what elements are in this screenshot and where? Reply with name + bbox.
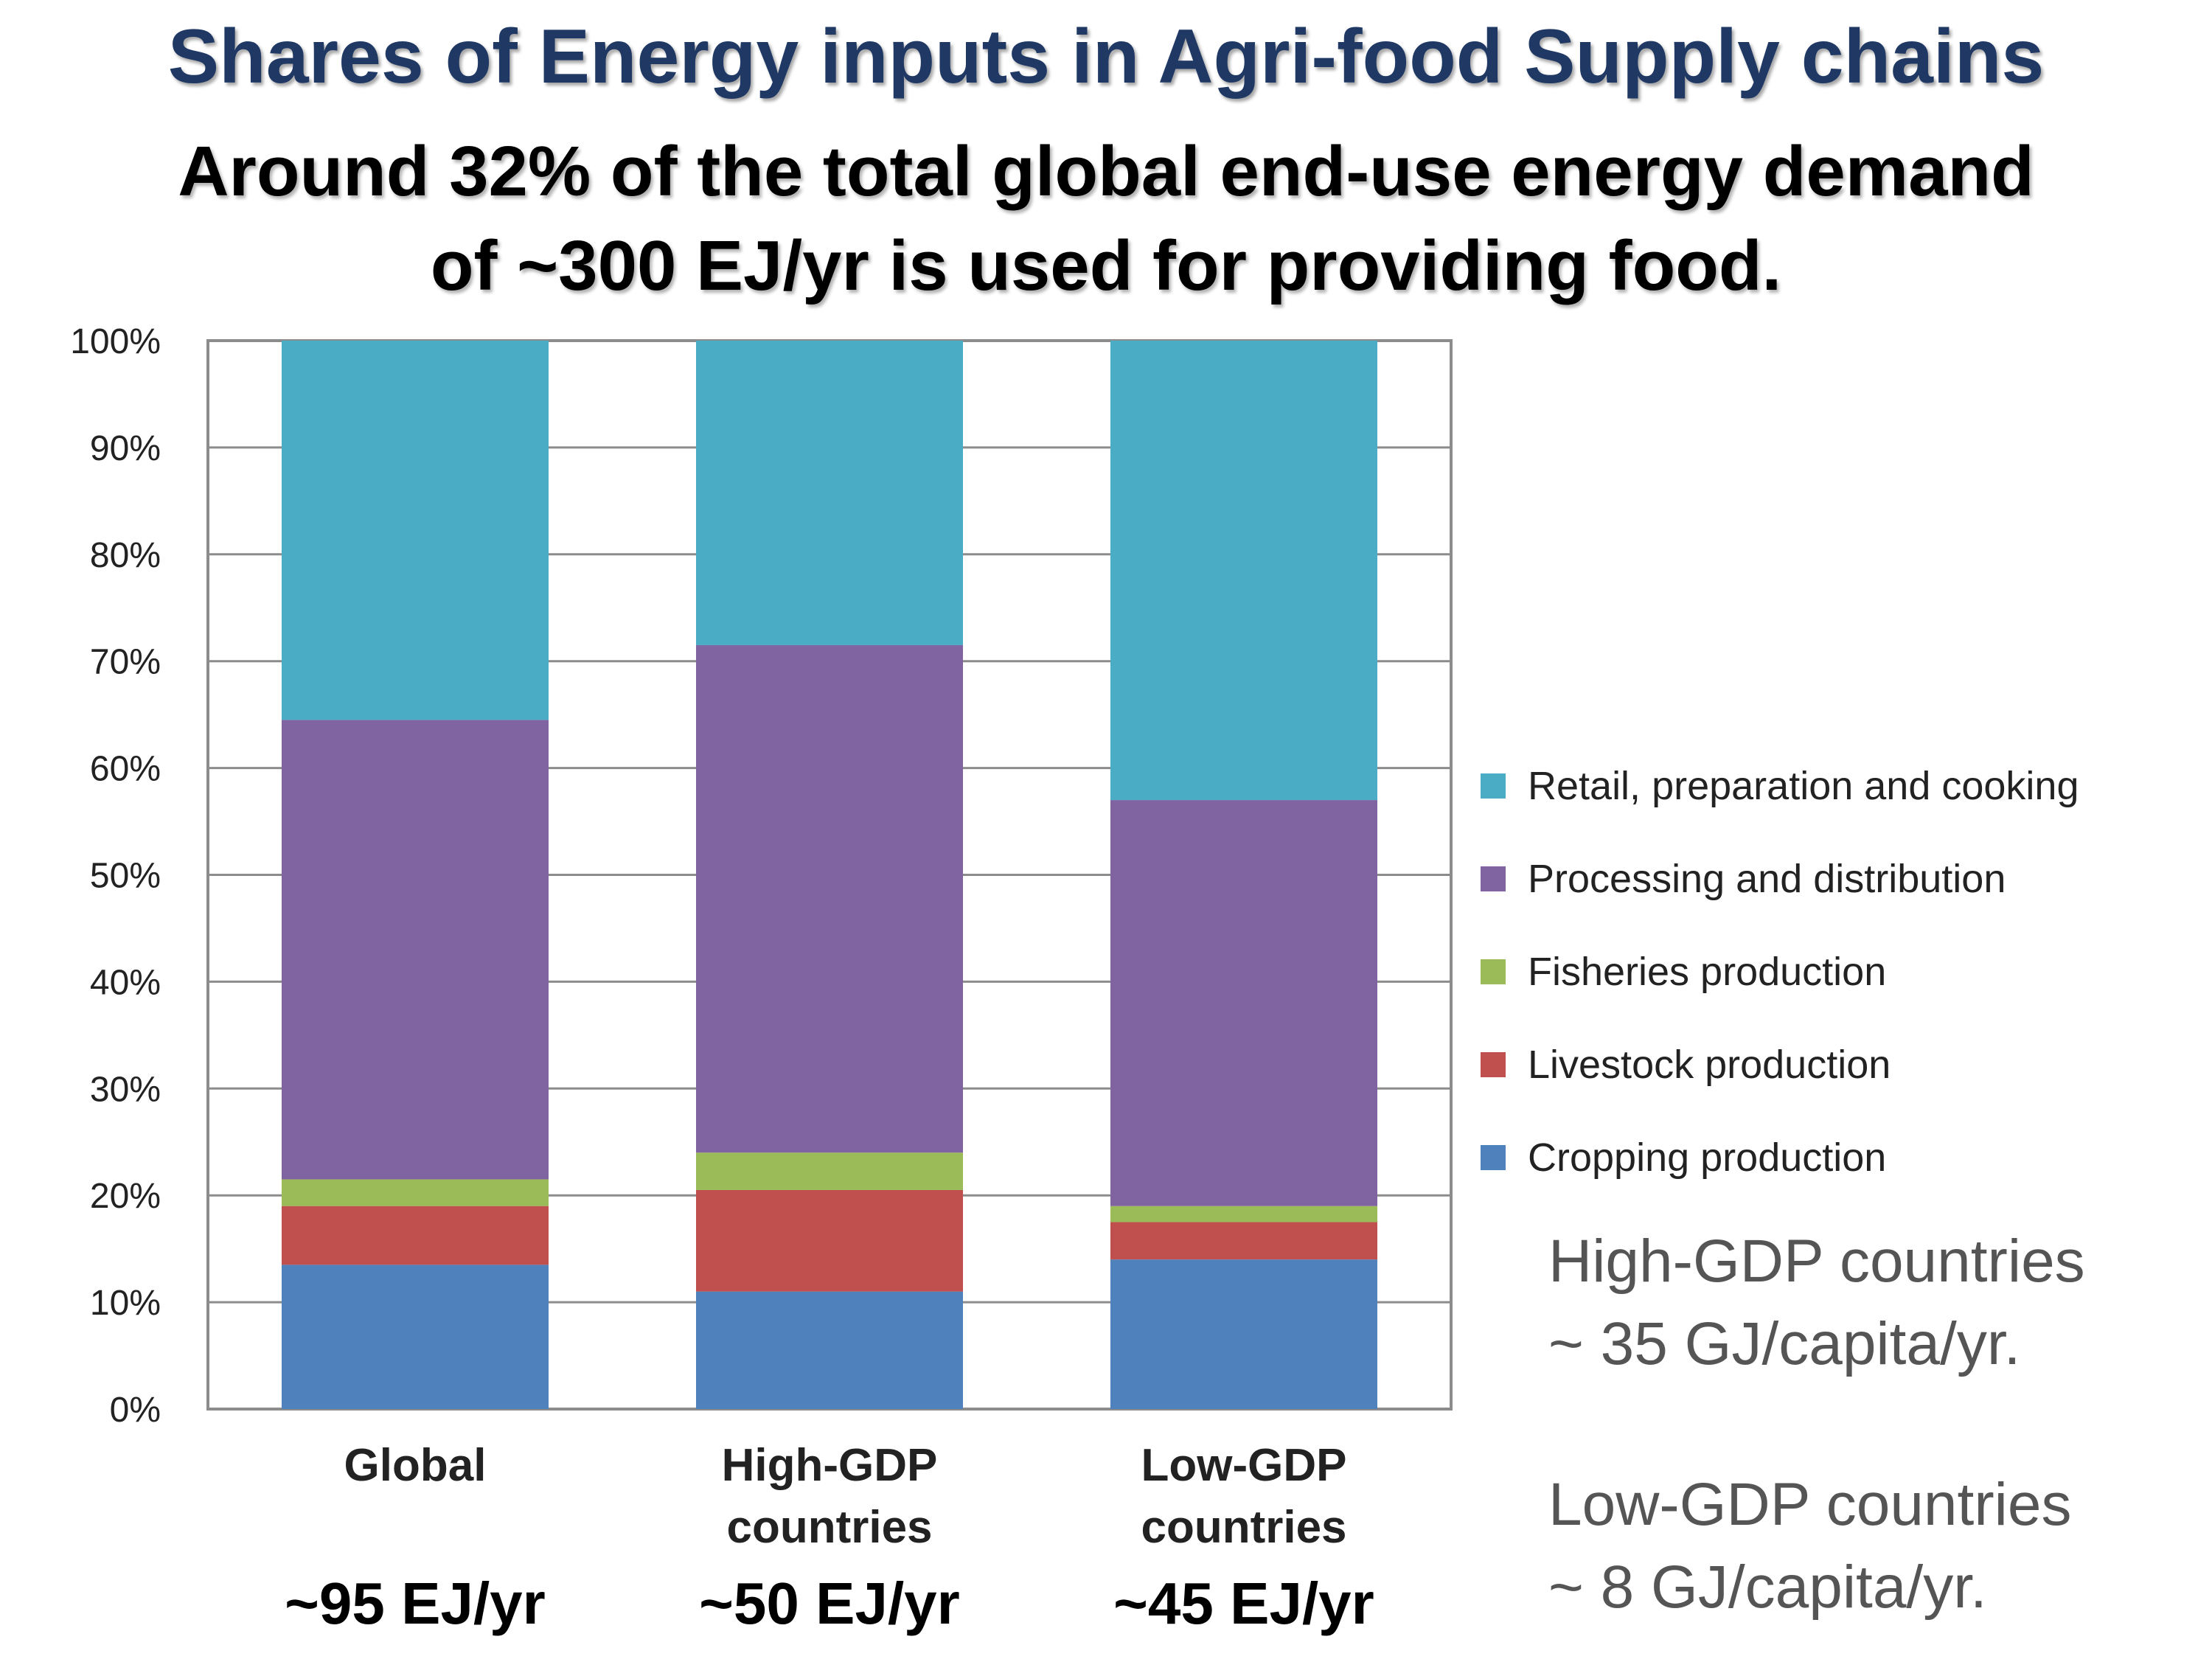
category-total-label: ~45 EJ/yr: [1113, 1571, 1374, 1636]
category-total-label: ~95 EJ/yr: [285, 1571, 546, 1636]
legend-swatch-processing: [1481, 866, 1506, 891]
subtitle-line-1: Around 32% of the total global end-use e…: [178, 132, 2034, 211]
legend-item-processing: Processing and distribution: [1481, 832, 2079, 925]
legend-swatch-retail: [1481, 773, 1506, 799]
y-tick-label: 60%: [90, 750, 161, 789]
high-gdp-note-line-1: High-GDP countries: [1548, 1228, 2085, 1295]
x-category-label: Global: [344, 1440, 487, 1491]
bar-segment-fisheries-production: [696, 1152, 963, 1190]
legend-label-processing: Processing and distribution: [1528, 857, 2006, 901]
x-category-label: countries: [1141, 1502, 1346, 1553]
legend-swatch-livestock: [1481, 1052, 1506, 1077]
y-tick-label: 40%: [90, 963, 161, 1002]
bar-segment-livestock-production: [1110, 1222, 1377, 1260]
bar-segment-cropping-production: [696, 1291, 963, 1409]
x-category-label: Low-GDP: [1141, 1440, 1347, 1491]
legend-swatch-fisheries: [1481, 959, 1506, 984]
y-tick-label: 80%: [90, 536, 161, 575]
bar-segment-cropping-production: [1110, 1259, 1377, 1409]
bar-segment-retail-preparation-and-cooking: [696, 341, 963, 645]
legend-item-fisheries: Fisheries production: [1481, 925, 2079, 1018]
bar-segment-processing-and-distribution: [1110, 800, 1377, 1206]
legend-swatch-cropping: [1481, 1145, 1506, 1170]
x-category-label: countries: [726, 1502, 932, 1553]
bar-segment-fisheries-production: [1110, 1206, 1377, 1222]
legend-item-retail: Retail, preparation and cooking: [1481, 740, 2079, 832]
low-gdp-note-line-1: Low-GDP countries: [1548, 1471, 2072, 1538]
bar-segment-processing-and-distribution: [696, 644, 963, 1153]
legend-label-fisheries: Fisheries production: [1528, 950, 1887, 994]
bar-segment-processing-and-distribution: [282, 720, 549, 1180]
x-category-label: High-GDP: [722, 1440, 938, 1491]
bar-segment-fisheries-production: [282, 1179, 549, 1206]
chart-title: Shares of Energy inputs in Agri-food Sup…: [167, 14, 2045, 100]
y-tick-label: 20%: [90, 1177, 161, 1216]
bar-segment-livestock-production: [696, 1189, 963, 1292]
legend-item-cropping: Cropping production: [1481, 1111, 2079, 1204]
y-tick-label: 0%: [110, 1391, 161, 1430]
bar-segment-cropping-production: [282, 1265, 549, 1409]
y-tick-label: 50%: [90, 857, 161, 896]
low-gdp-note-line-2: ~ 8 GJ/capita/yr.: [1548, 1554, 1987, 1621]
y-tick-label: 90%: [90, 429, 161, 468]
chart-legend: Retail, preparation and cooking Processi…: [1481, 740, 2079, 1204]
legend-label-retail: Retail, preparation and cooking: [1528, 764, 2079, 808]
y-tick-label: 70%: [90, 643, 161, 682]
legend-label-livestock: Livestock production: [1528, 1043, 1891, 1087]
bar-segment-retail-preparation-and-cooking: [1110, 341, 1377, 801]
high-gdp-note: High-GDP countries ~ 35 GJ/capita/yr.: [1548, 1220, 2085, 1385]
subtitle-line-2: of ~300 EJ/yr is used for providing food…: [430, 226, 1782, 305]
low-gdp-note: Low-GDP countries ~ 8 GJ/capita/yr.: [1548, 1464, 2071, 1629]
high-gdp-note-line-2: ~ 35 GJ/capita/yr.: [1548, 1310, 2021, 1377]
legend-label-cropping: Cropping production: [1528, 1135, 1887, 1180]
legend-item-livestock: Livestock production: [1481, 1018, 2079, 1111]
bar-segment-retail-preparation-and-cooking: [282, 341, 549, 720]
y-tick-label: 30%: [90, 1070, 161, 1109]
bar-segment-livestock-production: [282, 1206, 549, 1265]
y-tick-label: 100%: [70, 322, 161, 361]
y-tick-label: 10%: [90, 1284, 161, 1323]
category-total-label: ~50 EJ/yr: [699, 1571, 960, 1636]
